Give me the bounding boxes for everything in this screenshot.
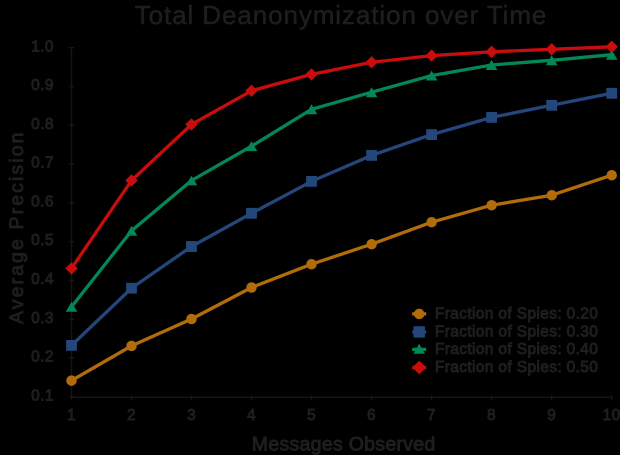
svg-text:Fraction of Spies: 0.20: Fraction of Spies: 0.20 xyxy=(435,305,598,322)
svg-text:0.9: 0.9 xyxy=(31,77,54,94)
svg-text:Average Precision: Average Precision xyxy=(6,130,28,324)
svg-text:6: 6 xyxy=(367,407,376,424)
svg-text:4: 4 xyxy=(247,407,256,424)
svg-text:Fraction of Spies: 0.50: Fraction of Spies: 0.50 xyxy=(435,359,598,376)
svg-text:Total Deanonymization over Tim: Total Deanonymization over Time xyxy=(135,0,548,30)
svg-text:Fraction of Spies: 0.40: Fraction of Spies: 0.40 xyxy=(435,341,598,358)
svg-text:0.4: 0.4 xyxy=(31,271,54,288)
svg-text:8: 8 xyxy=(487,407,496,424)
svg-text:0.6: 0.6 xyxy=(31,193,54,210)
svg-text:0.5: 0.5 xyxy=(31,232,54,249)
svg-text:Fraction of Spies: 0.30: Fraction of Spies: 0.30 xyxy=(435,323,598,340)
svg-text:3: 3 xyxy=(187,407,196,424)
svg-text:0.8: 0.8 xyxy=(31,116,54,133)
svg-text:Messages Observed: Messages Observed xyxy=(252,434,436,455)
svg-text:5: 5 xyxy=(307,407,316,424)
svg-text:0.3: 0.3 xyxy=(31,310,54,327)
svg-text:0.1: 0.1 xyxy=(31,387,54,404)
svg-text:1: 1 xyxy=(67,407,76,424)
svg-text:7: 7 xyxy=(427,407,436,424)
svg-text:2: 2 xyxy=(127,407,136,424)
svg-text:1.0: 1.0 xyxy=(31,38,54,55)
svg-text:0.7: 0.7 xyxy=(31,155,54,172)
svg-text:0.2: 0.2 xyxy=(31,349,54,366)
svg-text:9: 9 xyxy=(547,407,556,424)
svg-text:10: 10 xyxy=(603,407,620,424)
